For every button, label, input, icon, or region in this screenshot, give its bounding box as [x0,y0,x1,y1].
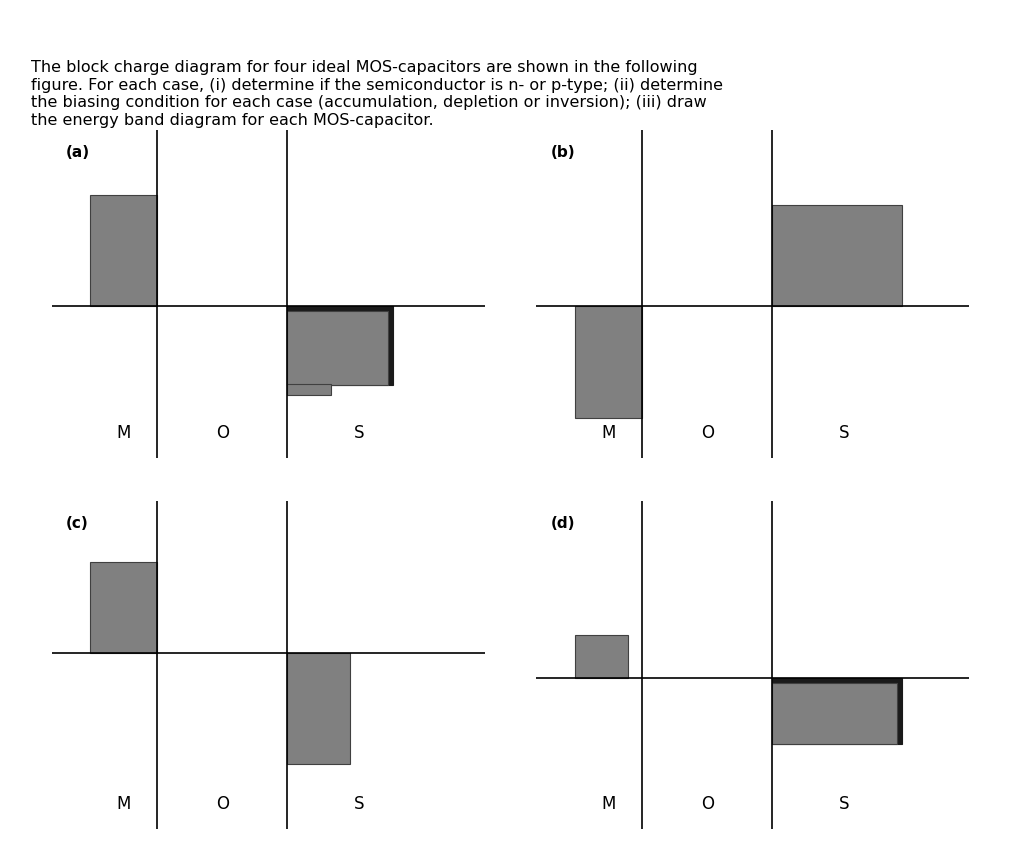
Text: M: M [117,423,131,442]
Text: The block charge diagram for four ideal MOS-capacitors are shown in the followin: The block charge diagram for four ideal … [31,60,723,128]
Text: (d): (d) [551,517,575,531]
Text: S: S [355,423,365,442]
Bar [772,683,897,744]
Bar [288,307,393,384]
Text: M: M [601,795,616,813]
Bar [90,195,158,307]
Text: O: O [217,423,229,442]
Text: (a): (a) [66,145,90,160]
Bar [574,635,628,678]
Text: S: S [839,423,850,442]
Bar [574,307,642,417]
Text: O: O [701,795,713,813]
Text: (c): (c) [66,517,89,531]
Bar [90,562,158,652]
Text: M: M [601,423,616,442]
Text: (b): (b) [551,145,575,160]
Bar [288,311,389,384]
Bar [288,652,350,764]
Text: S: S [355,795,365,813]
Text: M: M [117,795,131,813]
Bar [772,678,902,744]
Bar [772,206,902,307]
Bar [288,384,331,395]
Text: O: O [217,795,229,813]
Text: O: O [701,423,713,442]
Text: S: S [839,795,850,813]
